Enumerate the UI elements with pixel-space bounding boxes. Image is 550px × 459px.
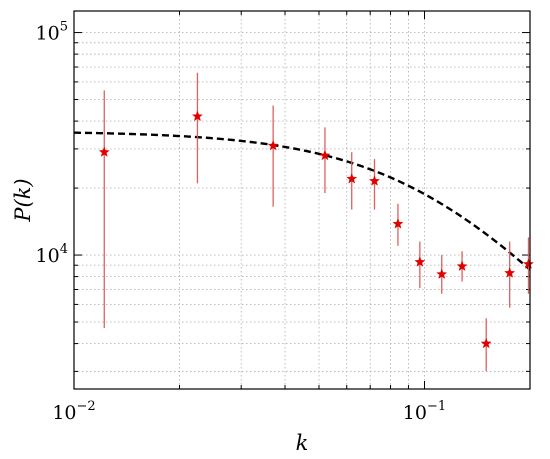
x-tick-label-base: 10	[52, 402, 76, 424]
star-marker	[414, 256, 426, 267]
y-tick-label-base: 10	[36, 23, 60, 45]
grid	[73, 11, 531, 389]
plot-frame	[73, 10, 531, 390]
star-marker	[436, 268, 448, 279]
data-point	[480, 318, 492, 372]
y-tick-label: 104	[36, 242, 68, 267]
star-marker	[480, 337, 492, 349]
star-marker	[504, 267, 516, 278]
star-marker	[98, 146, 110, 157]
y-tick-label-base: 10	[36, 245, 60, 267]
x-tick-label-base: 10	[403, 402, 427, 424]
x-tick-label-exponent: −2	[77, 399, 96, 414]
star-marker	[522, 258, 534, 269]
data-point	[319, 127, 331, 194]
x-tick-label: 10−1	[403, 399, 446, 424]
y-tick-label-exponent: 4	[60, 242, 68, 257]
star-marker	[267, 139, 279, 151]
data-point	[456, 251, 468, 282]
data-point	[369, 159, 380, 210]
star-marker	[456, 260, 468, 271]
x-axis-label: k	[296, 431, 309, 455]
data-point	[414, 241, 426, 289]
x-tick-label-exponent: −1	[427, 399, 446, 414]
x-tick-label: 10−2	[52, 399, 95, 424]
star-marker	[346, 173, 358, 184]
data-points-group	[98, 72, 534, 372]
data-point	[98, 90, 110, 329]
data-point	[436, 255, 448, 294]
y-axis-label: P(k)	[11, 178, 35, 222]
data-point	[346, 152, 358, 210]
star-marker	[191, 110, 203, 122]
data-point	[522, 237, 534, 294]
data-point	[267, 105, 279, 207]
star-marker	[369, 175, 380, 186]
y-tick-label-exponent: 5	[60, 20, 68, 35]
data-point	[392, 203, 404, 246]
star-marker	[392, 218, 404, 229]
star-marker	[319, 149, 331, 161]
data-point	[504, 241, 516, 308]
y-tick-label: 105	[36, 20, 68, 45]
data-point	[191, 72, 203, 184]
